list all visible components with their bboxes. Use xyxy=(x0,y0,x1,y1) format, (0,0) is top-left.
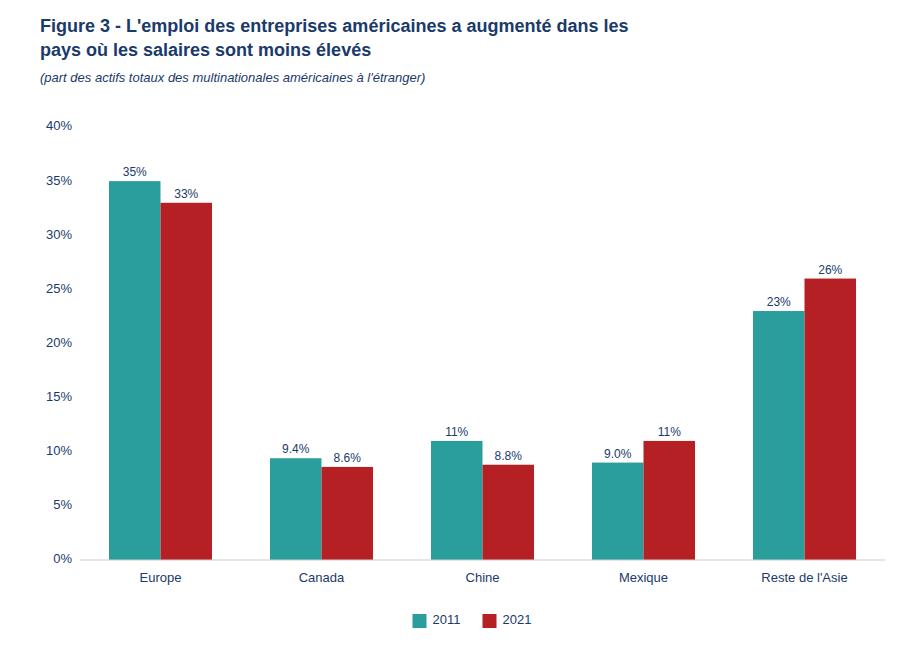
y-tick-label: 10% xyxy=(46,443,72,458)
data-label: 23% xyxy=(767,295,791,309)
data-label: 33% xyxy=(174,187,198,201)
x-tick-label: Reste de l'Asie xyxy=(761,570,847,585)
bar xyxy=(270,458,322,560)
bar xyxy=(109,181,161,560)
data-label: 9.4% xyxy=(282,442,310,456)
subtitle: (part des actifs totaux des multinationa… xyxy=(40,70,425,85)
x-axis: Europe Canada Chine Mexique Reste de l'Asie xyxy=(140,570,848,585)
legend-label: 2021 xyxy=(503,612,532,627)
y-axis: 0% 5% 10% 15% 20% 25% 30% 35% 40% xyxy=(46,118,72,566)
y-tick-label: 25% xyxy=(46,281,72,296)
x-axis-line xyxy=(80,560,885,561)
data-label: 26% xyxy=(818,263,842,277)
legend-label: 2011 xyxy=(433,612,461,627)
bars xyxy=(109,181,856,560)
data-label: 11% xyxy=(658,425,681,439)
data-label: 8.8% xyxy=(495,449,523,463)
y-tick-label: 20% xyxy=(46,335,72,350)
y-tick-label: 40% xyxy=(46,118,72,133)
x-tick-label: Mexique xyxy=(619,570,668,585)
bar xyxy=(644,441,696,560)
x-tick-label: Europe xyxy=(140,570,182,585)
y-tick-label: 15% xyxy=(46,389,72,404)
y-tick-label: 35% xyxy=(46,173,72,188)
data-label: 8.6% xyxy=(334,451,362,465)
bar xyxy=(753,311,805,560)
bar xyxy=(592,463,644,560)
title: Figure 3 - L'emploi des entreprises amér… xyxy=(40,16,629,36)
y-tick-label: 0% xyxy=(53,551,72,566)
bar xyxy=(805,279,857,560)
title: pays où les salaires sont moins élevés xyxy=(40,40,371,60)
bar xyxy=(431,441,483,560)
legend: 2011 2021 xyxy=(413,612,532,628)
data-label: 9.0% xyxy=(604,447,632,461)
data-label: 11% xyxy=(445,425,468,439)
data-label: 35% xyxy=(123,165,147,179)
chart-container: Figure 3 - L'emploi des entreprises amér… xyxy=(0,0,910,661)
bar xyxy=(483,465,535,560)
x-tick-label: Chine xyxy=(466,570,500,585)
bar xyxy=(161,203,213,560)
bar xyxy=(322,467,374,560)
data-labels: 35% 9.4% 11% 9.0% 23% 33% 8.6% 8.8% 11% 26% xyxy=(123,165,843,465)
x-tick-label: Canada xyxy=(299,570,345,585)
legend-swatch xyxy=(483,614,497,628)
chart: Figure 3 - L'emploi des entreprises amér… xyxy=(0,0,910,661)
y-tick-label: 5% xyxy=(53,497,72,512)
legend-swatch xyxy=(413,614,427,628)
y-tick-label: 30% xyxy=(46,227,72,242)
